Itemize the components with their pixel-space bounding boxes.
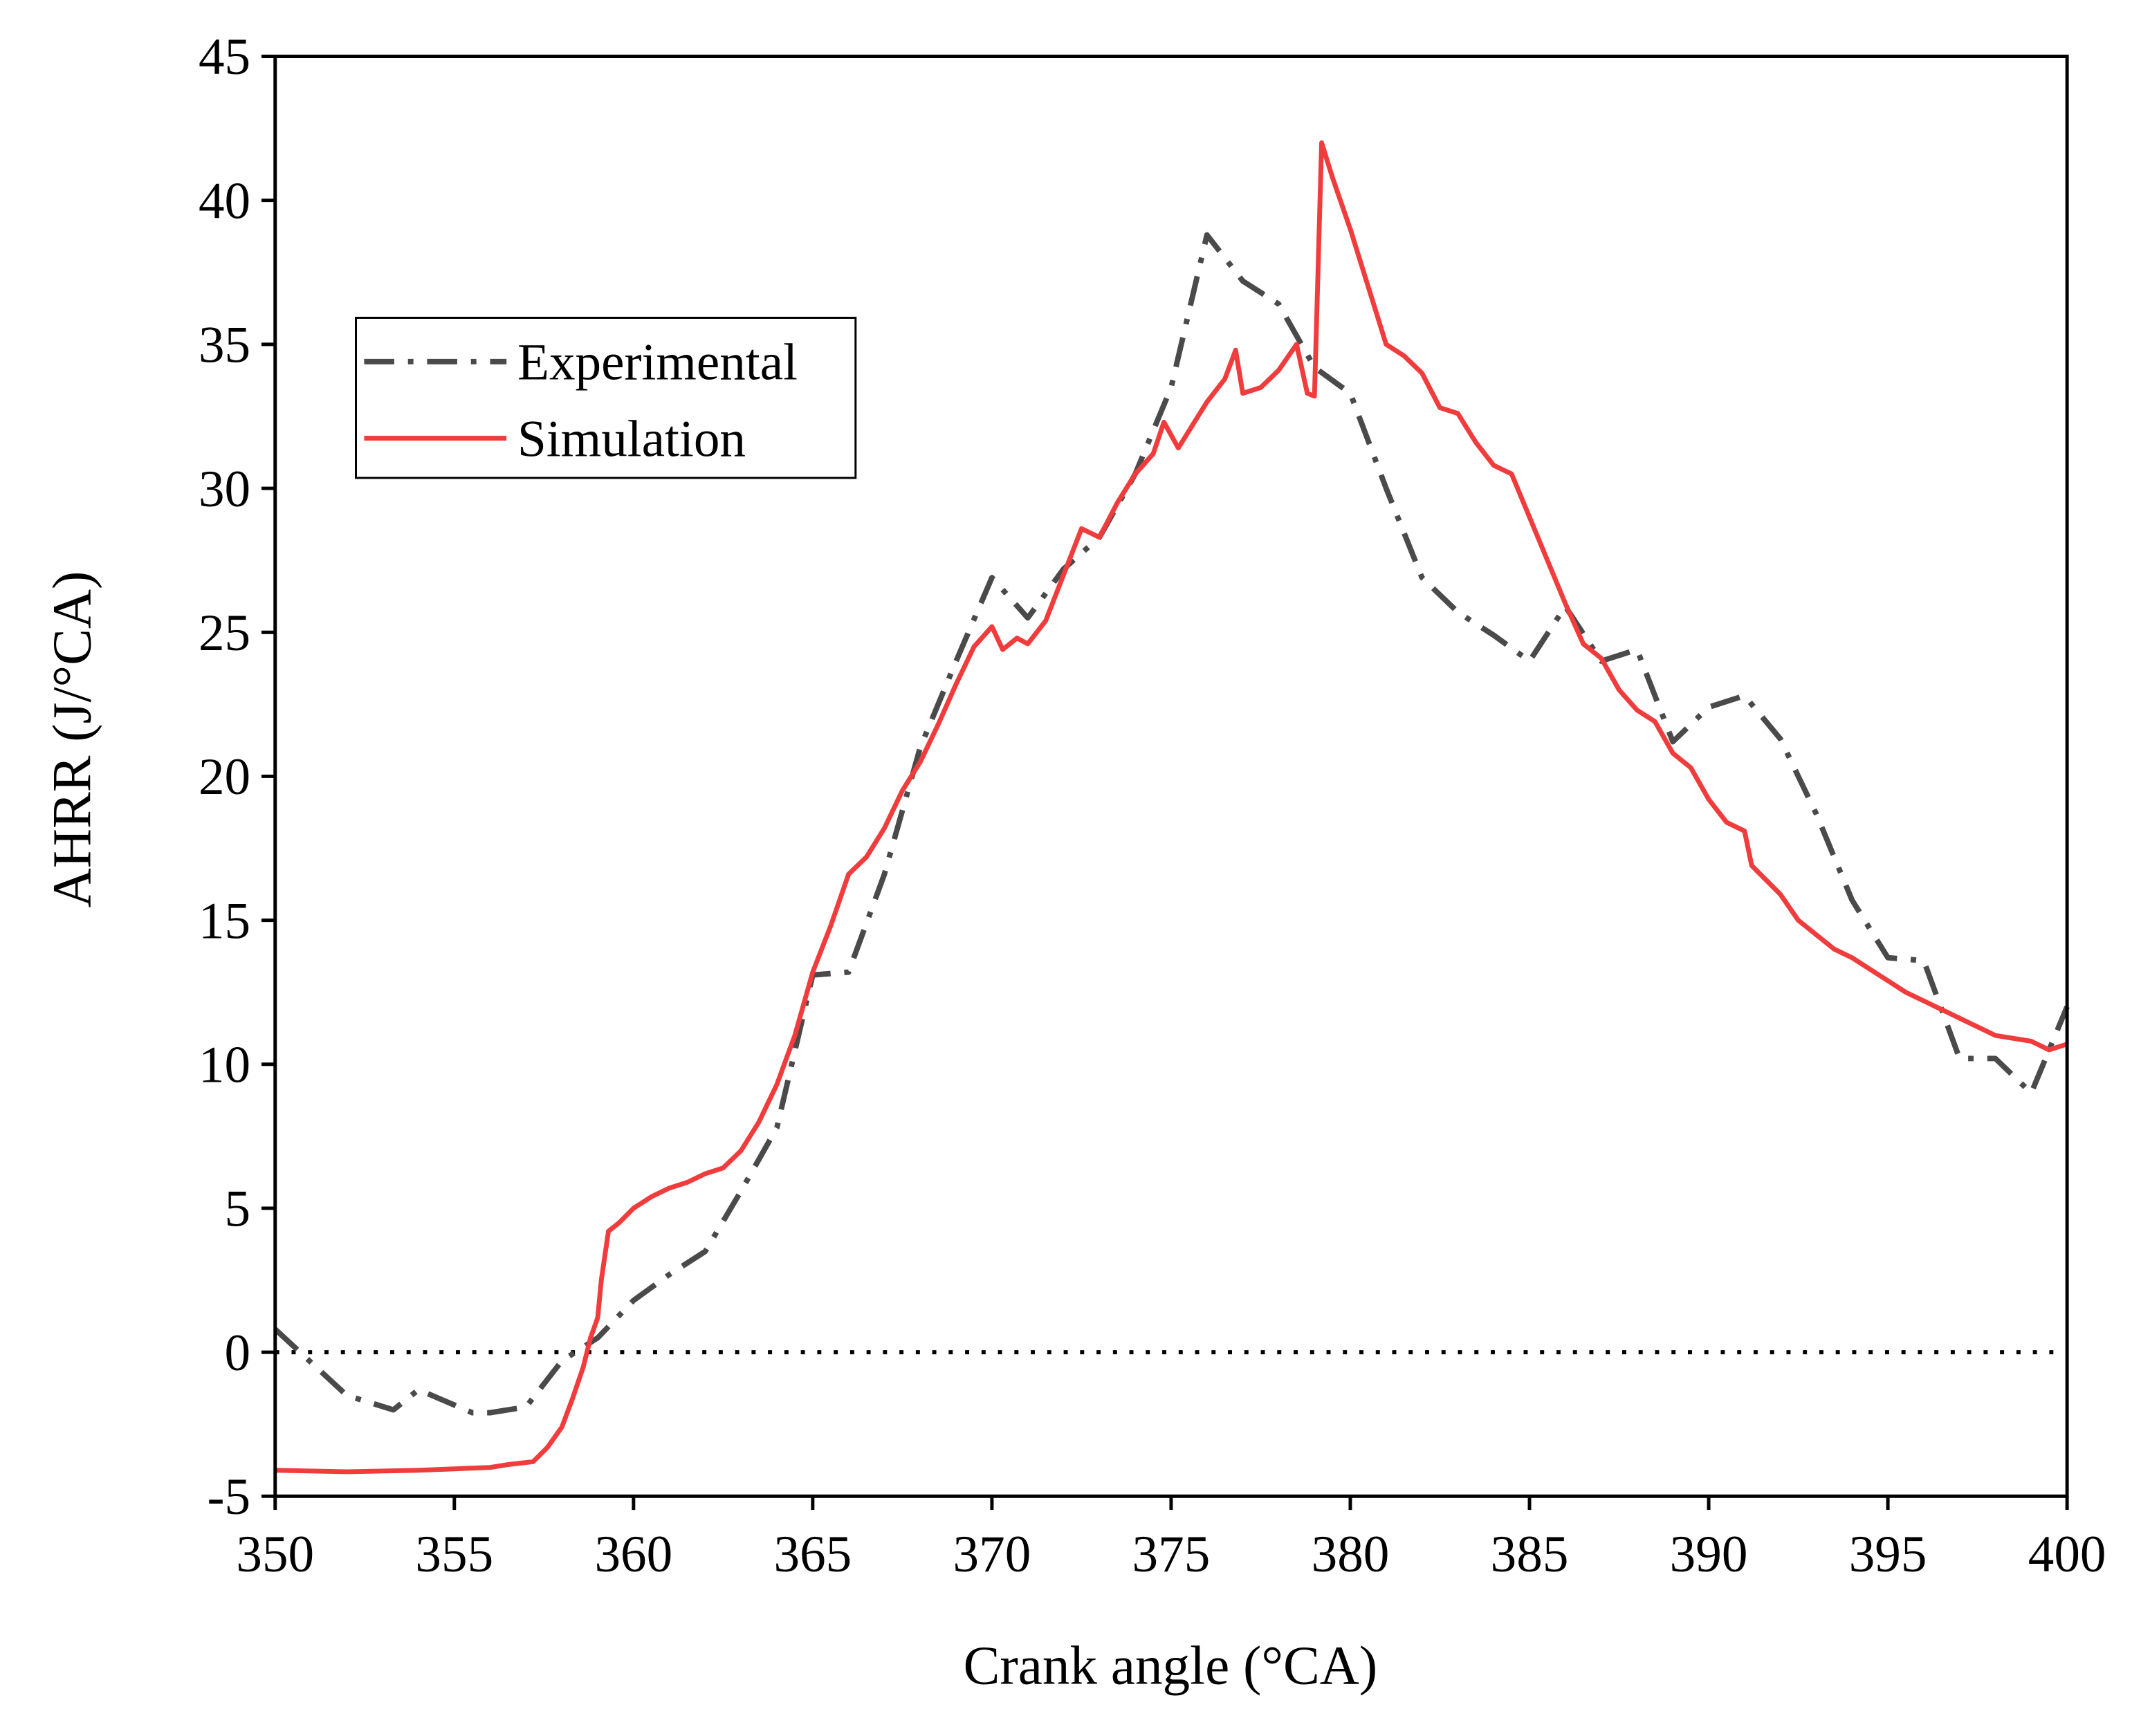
- legend-label: Simulation: [517, 410, 746, 468]
- x-tick-label: 370: [953, 1526, 1031, 1583]
- y-axis-label: AHRR (J/°CA): [42, 571, 103, 908]
- x-tick-label: 390: [1670, 1526, 1748, 1583]
- y-tick-label: 5: [225, 1181, 251, 1238]
- x-tick-label: 355: [415, 1526, 493, 1583]
- x-tick-label: 375: [1132, 1526, 1211, 1583]
- x-tick-label: 400: [2028, 1526, 2106, 1583]
- y-tick-label: 35: [199, 317, 250, 374]
- y-tick-label: 15: [199, 892, 250, 950]
- y-tick-label: 45: [199, 28, 250, 86]
- x-tick-label: 365: [773, 1526, 852, 1583]
- y-tick-label: -5: [207, 1468, 250, 1526]
- y-tick-label: 20: [199, 748, 250, 806]
- x-tick-label: 380: [1312, 1526, 1390, 1583]
- y-tick-label: 0: [225, 1324, 251, 1382]
- x-axis-label: Crank angle (°CA): [964, 1635, 1378, 1696]
- y-tick-label: 30: [199, 461, 250, 518]
- x-tick-label: 395: [1849, 1526, 1927, 1583]
- y-tick-label: 25: [199, 604, 250, 662]
- legend-box: [355, 316, 857, 479]
- x-tick-label: 360: [594, 1526, 672, 1583]
- series-line: [275, 140, 2068, 1475]
- x-tick-label: 385: [1491, 1526, 1569, 1583]
- y-tick-label: 40: [199, 172, 250, 230]
- legend-label: Experimental: [517, 334, 798, 391]
- plot-frame: [273, 55, 2069, 1498]
- y-tick-label: 10: [199, 1037, 250, 1094]
- series-line: [273, 232, 2070, 1416]
- x-tick-label: 350: [236, 1526, 314, 1583]
